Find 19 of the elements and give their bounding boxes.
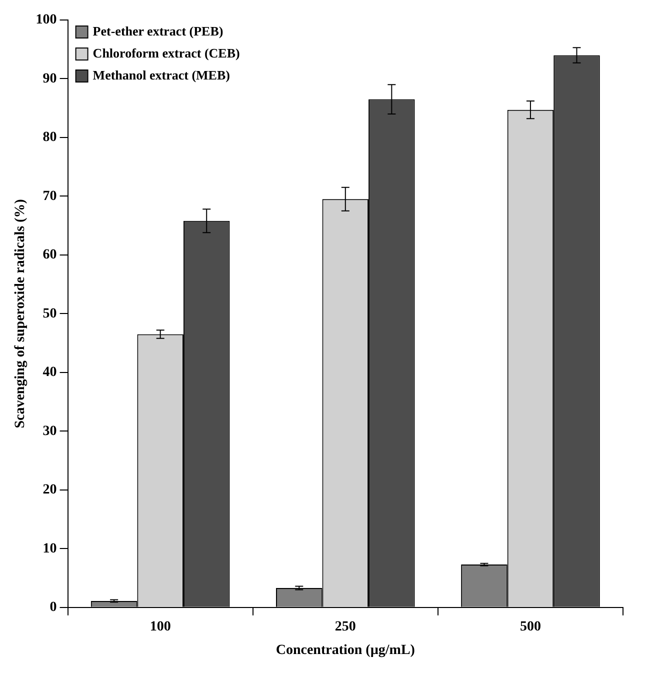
y-tick-label: 30 [42, 424, 57, 439]
y-tick-label: 10 [42, 541, 57, 556]
x-axis-title: Concentration (µg/mL) [276, 643, 416, 658]
y-tick-label: 0 [50, 600, 57, 616]
y-tick-label: 50 [42, 306, 57, 322]
y-axis-title: Scavenging of superoxide radicals (%) [13, 198, 28, 428]
y-tick-label: 90 [42, 71, 57, 86]
y-tick-label: 80 [42, 130, 57, 146]
y-tick-label: 20 [42, 482, 57, 498]
y-tick-label: 40 [42, 365, 57, 380]
x-tick-label: 500 [520, 619, 541, 634]
legend-label: Pet-ether extract (PEB) [92, 23, 224, 38]
y-tick-label: 60 [42, 248, 57, 263]
x-tick-label: 100 [150, 619, 171, 634]
y-tick-label: 100 [36, 12, 57, 28]
legend-label: Methanol extract (MEB) [92, 67, 230, 82]
x-tick-label: 250 [334, 619, 356, 634]
legend-label: Chloroform extract (CEB) [92, 45, 240, 60]
y-tick-label: 70 [42, 188, 57, 204]
